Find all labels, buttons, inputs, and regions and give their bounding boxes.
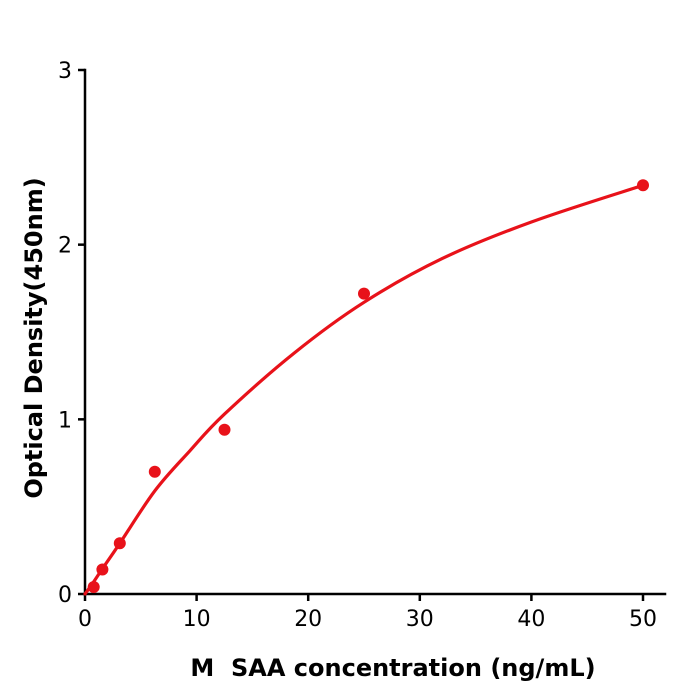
data-point <box>87 581 100 593</box>
y-tick-label: 2 <box>58 234 72 259</box>
axes-spines <box>83 68 667 596</box>
axis-tick-labels: 0 10 20 30 40 50 0 1 2 3 <box>58 59 657 632</box>
y-axis-title: Optical Density(450nm) <box>20 177 48 498</box>
x-tick-label: 30 <box>406 607 434 632</box>
data-point <box>96 563 109 576</box>
x-tick-label: 10 <box>183 607 211 632</box>
x-tick-label: 20 <box>294 607 322 632</box>
x-tick-label: 0 <box>78 607 92 632</box>
fit-curve-line <box>83 183 645 596</box>
data-point <box>113 537 126 550</box>
axis-ticks <box>78 68 645 601</box>
data-point <box>358 287 370 300</box>
y-tick-label: 1 <box>58 408 72 433</box>
data-point <box>637 179 649 192</box>
y-tick-label: 0 <box>58 583 72 608</box>
x-tick-label: 50 <box>629 607 657 632</box>
x-tick-label: 40 <box>517 607 545 632</box>
data-point <box>218 423 231 436</box>
y-tick-label: 3 <box>58 59 72 84</box>
x-axis-title: M SAA concentration (ng/mL) <box>190 654 595 682</box>
data-point <box>148 465 161 478</box>
data-points <box>87 179 649 593</box>
